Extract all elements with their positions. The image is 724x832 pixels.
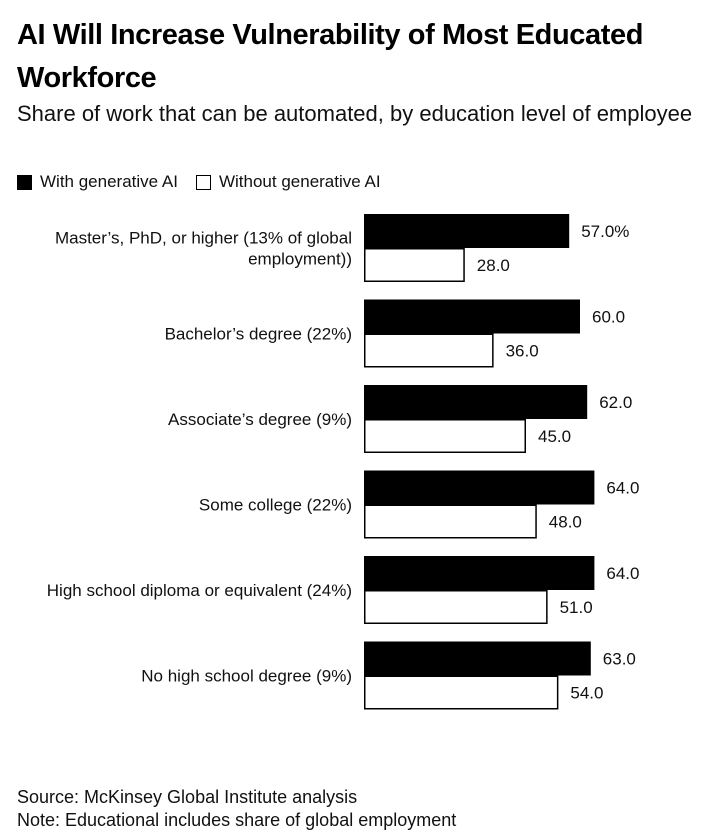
bar-without-generative-ai xyxy=(364,333,494,368)
bar-group: No high school degree (9%) 63.054.0 xyxy=(141,641,636,710)
bar-with-generative-ai xyxy=(364,556,595,590)
data-label: 51.0 xyxy=(560,598,593,617)
legend-swatch-with xyxy=(17,174,32,190)
data-label: 48.0 xyxy=(549,513,582,532)
legend-swatch-without xyxy=(195,174,211,190)
bar-chart: Master’s, PhD, or higher (13% of global e… xyxy=(47,214,639,710)
bar-with-generative-ai xyxy=(364,385,588,419)
bar-with-generative-ai xyxy=(364,470,595,505)
bar-without-generative-ai xyxy=(364,504,537,539)
legend-item-with: With generative AI xyxy=(17,172,178,192)
data-label: 57.0% xyxy=(581,222,629,241)
data-label: 28.0 xyxy=(477,256,510,275)
bar-group: Some college (22%) 64.0 48.0 xyxy=(199,470,639,539)
bar-without-generative-ai xyxy=(364,590,548,624)
data-label: 36.0 xyxy=(506,342,539,361)
bar-without-generative-ai xyxy=(364,419,526,453)
category-label: Associate’s degree (9%) xyxy=(168,410,352,429)
category-label: No high school degree (9%) xyxy=(141,667,352,686)
bar-group: Bachelor’s degree (22%) 60.0 36.0 xyxy=(165,299,625,368)
category-label: High school diploma or equivalent (24%) xyxy=(47,581,352,600)
data-label: 45.0 xyxy=(538,427,571,446)
bar-group: High school diploma or equivalent (24%) 6… xyxy=(47,556,639,624)
bar-group: Master’s, PhD, or higher (13% of global e… xyxy=(55,214,629,282)
footnote: Note: Educational includes share of glob… xyxy=(17,810,457,830)
bar-without-generative-ai xyxy=(364,248,465,282)
footer: Source: McKinsey Global Institute analys… xyxy=(17,786,456,832)
legend-label-with: With generative AI xyxy=(40,172,178,191)
data-label: 62.0 xyxy=(599,393,632,412)
bar-with-generative-ai xyxy=(364,641,591,676)
category-label: Some college (22%) xyxy=(199,496,352,515)
category-label: Bachelor’s degree (22%) xyxy=(165,325,352,344)
chart-title: AI Will Increase Vulnerability of Most E… xyxy=(17,19,644,94)
category-label: employment)) xyxy=(248,250,352,269)
data-label: 64.0 xyxy=(606,479,639,498)
bar-group: Associate’s degree (9%) 62.0 45.0 xyxy=(168,385,632,453)
bar-without-generative-ai xyxy=(364,675,559,710)
chart-subtitle: Share of work that can be automated, by … xyxy=(17,101,693,126)
data-label: 54.0 xyxy=(570,684,603,703)
legend: With generative AI Without generative AI xyxy=(17,172,399,192)
bar-with-generative-ai xyxy=(364,299,580,334)
data-label: 63.0 xyxy=(603,650,636,669)
legend-item-without: Without generative AI xyxy=(195,172,381,192)
data-label: 64.0 xyxy=(606,564,639,583)
category-label: Master’s, PhD, or higher (13% of global xyxy=(55,229,352,248)
data-label: 60.0 xyxy=(592,308,625,327)
legend-label-without: Without generative AI xyxy=(218,172,381,191)
bar-with-generative-ai xyxy=(364,214,570,248)
source-note: Source: McKinsey Global Institute analys… xyxy=(17,787,358,807)
